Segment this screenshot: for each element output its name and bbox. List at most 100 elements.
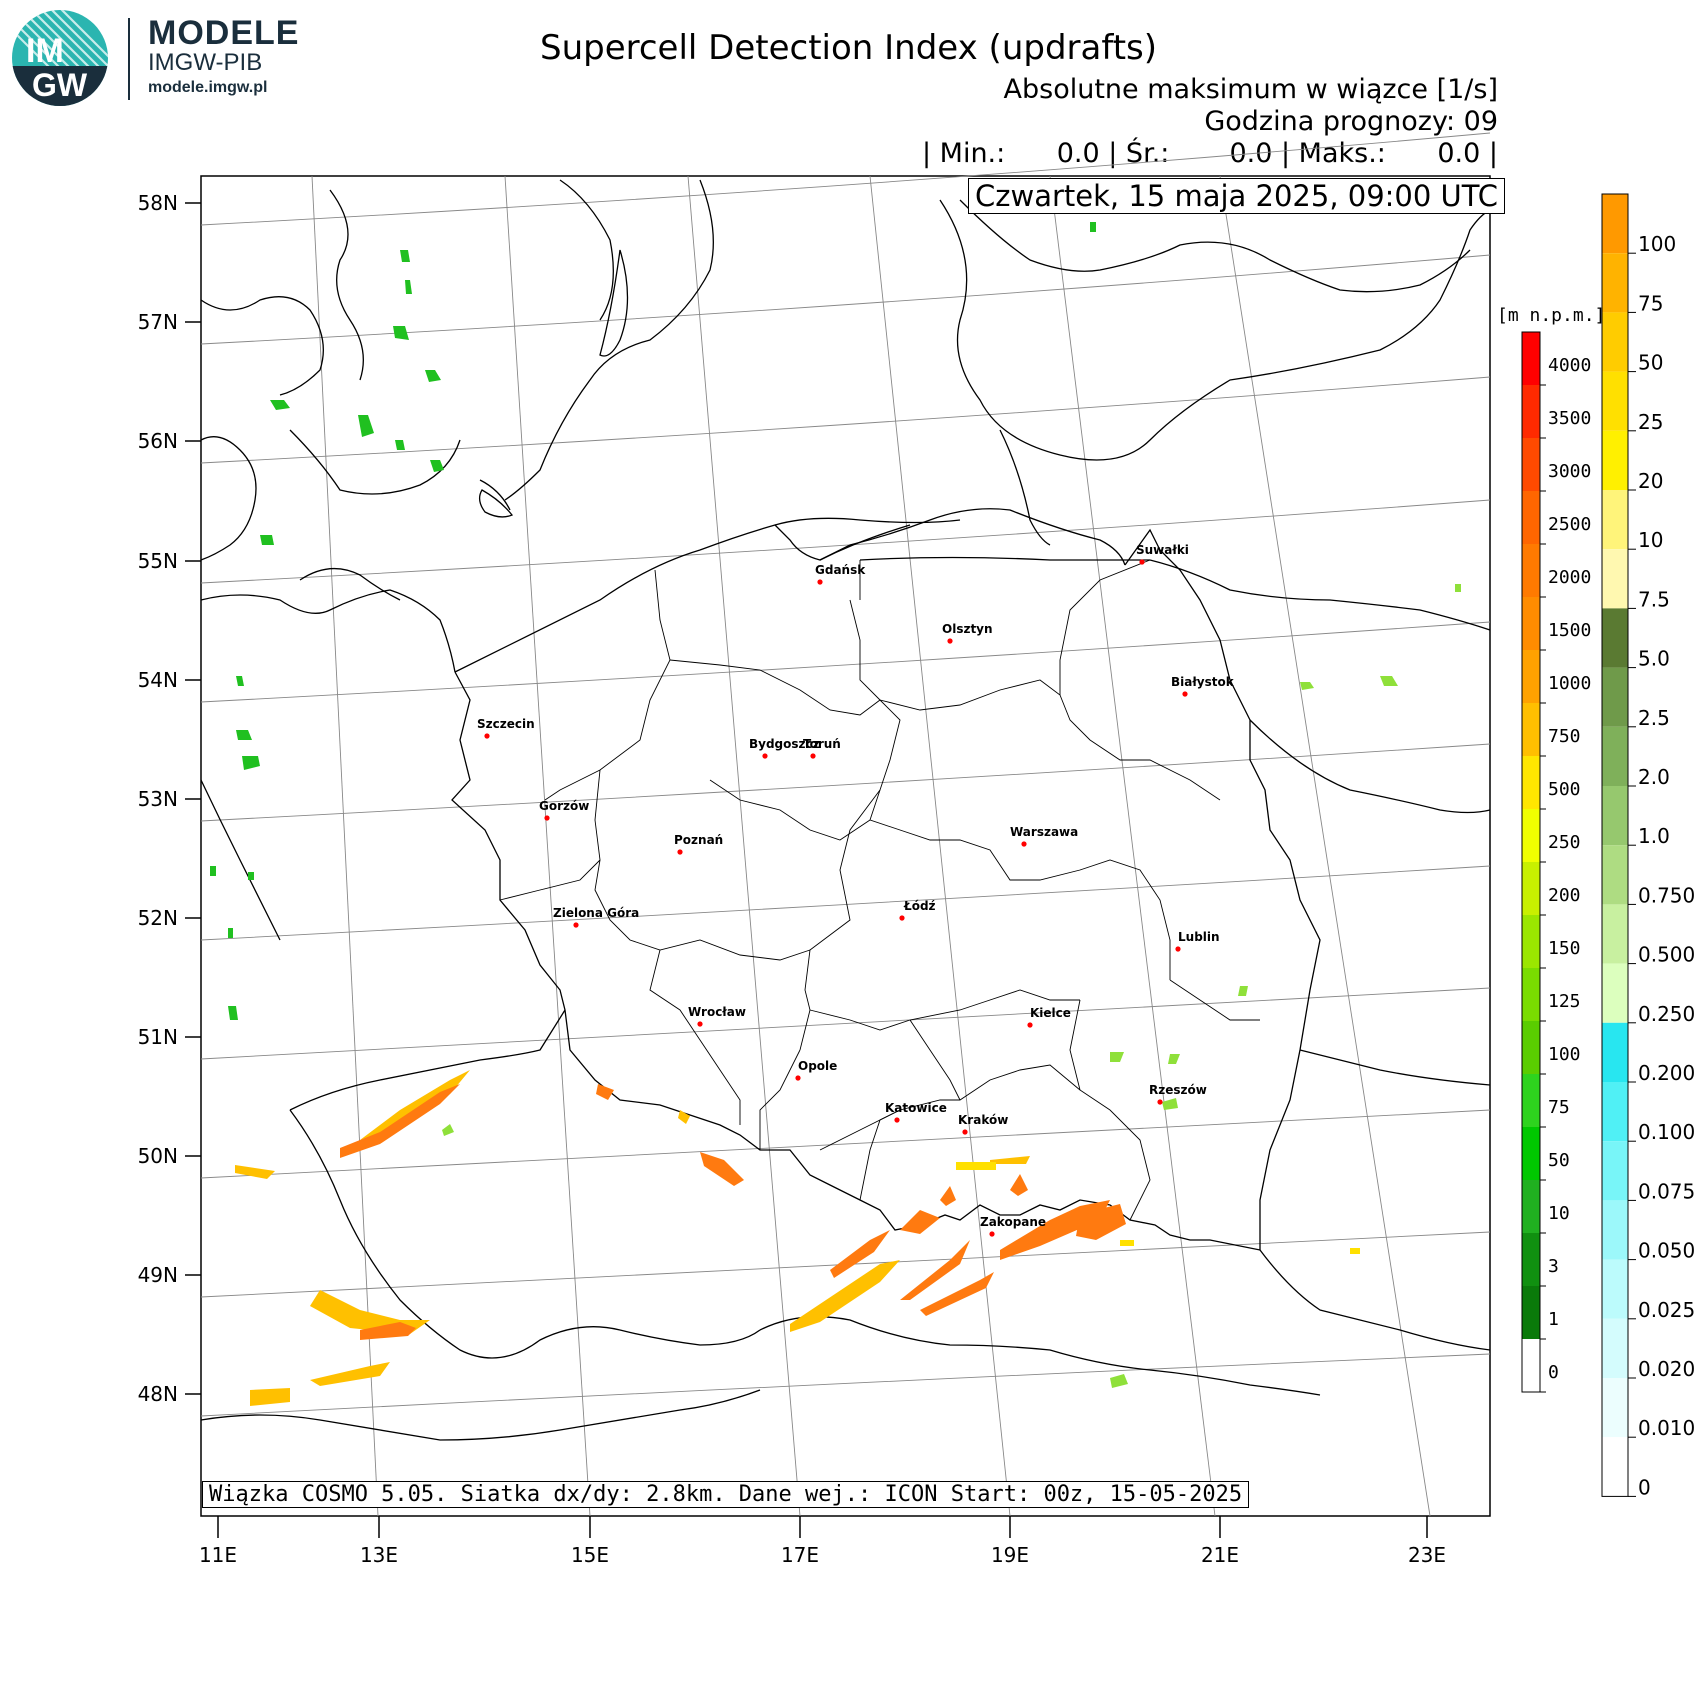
elevation-legend-swatch — [1522, 968, 1540, 1021]
value-legend-swatch — [1602, 1259, 1628, 1319]
value-legend-label: 2.0 — [1638, 765, 1670, 789]
value-legend-swatch — [1602, 253, 1628, 313]
elevation-legend-swatch — [1522, 1021, 1540, 1074]
map-frame — [200, 175, 1491, 1517]
city-label: Kielce — [1030, 1006, 1071, 1020]
value-legend-swatch — [1602, 1082, 1628, 1142]
elevation-legend-label: 10 — [1548, 1203, 1570, 1224]
city-label: Lublin — [1178, 930, 1220, 944]
city-marker — [1021, 841, 1027, 847]
city-markers: Gdańsk Suwałki Olsztyn Białystok Szczecin Byd… — [477, 543, 1235, 1237]
city-label: Suwałki — [1136, 543, 1189, 557]
value-legend-label: 0.250 — [1638, 1002, 1695, 1026]
elevation-legend: 4000350030002500200015001000750500250200… — [1521, 331, 1591, 1393]
value-legend-swatch — [1602, 608, 1628, 668]
lat-tick-label: 48N — [138, 1382, 178, 1406]
elevation-legend-label: 3500 — [1548, 408, 1591, 429]
city-label: Zielona Góra — [553, 906, 639, 920]
lon-tick-label: 11E — [199, 1543, 237, 1567]
value-legend-swatch — [1602, 904, 1628, 964]
logo-divider — [128, 18, 130, 100]
elevation-legend-label: 750 — [1548, 726, 1581, 747]
city-marker — [810, 753, 816, 759]
elevation-legend-label: 0 — [1548, 1362, 1559, 1383]
elevation-legend-label: 3000 — [1548, 461, 1591, 482]
value-legend-label: 0.500 — [1638, 943, 1695, 967]
lat-tick-label: 50N — [138, 1144, 178, 1168]
forecast-date-box: Czwartek, 15 maja 2025, 09:00 UTC — [968, 178, 1506, 214]
logo-brand: MODELE — [148, 14, 300, 52]
city-label: Gdańsk — [815, 563, 866, 577]
lon-tick-label: 13E — [360, 1543, 398, 1567]
lat-tick-label: 56N — [138, 429, 178, 453]
imgw-logo: IM GW — [10, 8, 110, 108]
city-marker — [899, 915, 905, 921]
latitude-line — [200, 376, 1491, 464]
value-legend-label: 0.750 — [1638, 883, 1695, 907]
lat-tick-label: 52N — [138, 906, 178, 930]
elevation-legend-swatch — [1522, 1180, 1540, 1233]
elevation-legend-label: 3 — [1548, 1256, 1559, 1277]
elevation-legend-swatch — [1522, 491, 1540, 544]
value-legend-label: 25 — [1638, 410, 1663, 434]
value-legend-swatch — [1602, 726, 1628, 786]
value-legend-label: 50 — [1638, 351, 1663, 375]
city-label: Bydgoszcz — [749, 737, 820, 751]
elevation-legend-label: 125 — [1548, 991, 1581, 1012]
value-legend-swatch — [1602, 371, 1628, 431]
city-label: Opole — [798, 1059, 837, 1073]
value-legend-label: 0 — [1638, 1475, 1651, 1499]
city-label: Olsztyn — [942, 622, 993, 636]
elevation-legend-swatch — [1522, 438, 1540, 491]
lat-tick-label: 53N — [138, 787, 178, 811]
value-legend-swatch — [1602, 1022, 1628, 1082]
value-legend-swatch — [1602, 549, 1628, 609]
city-marker — [894, 1117, 900, 1123]
elevation-legend-swatch — [1522, 915, 1540, 968]
elevation-legend-swatch — [1522, 809, 1540, 862]
field-stats: | Min.: 0.0 | Śr.: 0.0 | Maks.: 0.0 | — [921, 138, 1498, 169]
value-legend-label: 7.5 — [1638, 587, 1670, 611]
logo-badge-bottom: GW — [32, 67, 88, 103]
city-label: Białystok — [1171, 675, 1235, 689]
value-legend-swatch — [1602, 194, 1628, 254]
elevation-legend-label: 2000 — [1548, 567, 1591, 588]
value-legend-swatch — [1602, 1141, 1628, 1201]
forecast-hour: Godzina prognozy: 09 — [1204, 106, 1498, 137]
elevation-legend-swatch — [1522, 862, 1540, 915]
value-legend-swatch — [1602, 1318, 1628, 1378]
elevation-legend-swatch — [1522, 1127, 1540, 1180]
elevation-legend-label: 75 — [1548, 1097, 1570, 1118]
value-legend-label: 100 — [1638, 232, 1676, 256]
lat-tick-label: 54N — [138, 668, 178, 692]
city-label: Rzeszów — [1149, 1083, 1207, 1097]
elevation-legend-label: 1 — [1548, 1309, 1559, 1330]
value-legend-label: 20 — [1638, 469, 1663, 493]
elevation-legend-label: 150 — [1548, 938, 1581, 959]
longitude-line — [1219, 175, 1431, 1517]
elevation-legend-label: 2500 — [1548, 514, 1591, 535]
latitude-line — [200, 621, 1491, 703]
elevation-legend-swatch — [1522, 332, 1540, 385]
latitude-line — [200, 499, 1491, 584]
elevation-legend-label: 4000 — [1548, 355, 1591, 376]
city-marker — [962, 1129, 968, 1135]
city-marker — [677, 849, 683, 855]
elevation-legend-swatch — [1522, 544, 1540, 597]
city-label: Łódź — [903, 899, 936, 913]
elevation-legend-label: 100 — [1548, 1044, 1581, 1065]
city-label: Toruń — [803, 737, 841, 751]
city-marker — [1182, 691, 1188, 697]
value-legend-swatch — [1602, 786, 1628, 846]
city-marker — [762, 753, 768, 759]
elevation-legend-swatch — [1522, 1233, 1540, 1286]
elevation-legend-swatch — [1522, 1339, 1540, 1392]
axis-ticks: 58N 57N 56N 55N 54N 53N 52N 51N 50N 49N 48N 11E 13E 1… — [138, 191, 1446, 1567]
value-legend-label: 0.025 — [1638, 1298, 1695, 1322]
longitude-line — [1049, 175, 1216, 1517]
latitude-line — [200, 254, 1491, 345]
value-legend-label: 1.0 — [1638, 824, 1670, 848]
city-marker — [544, 815, 550, 821]
elevation-legend-swatch — [1522, 703, 1540, 756]
logo-url: modele.imgw.pl — [148, 79, 268, 96]
